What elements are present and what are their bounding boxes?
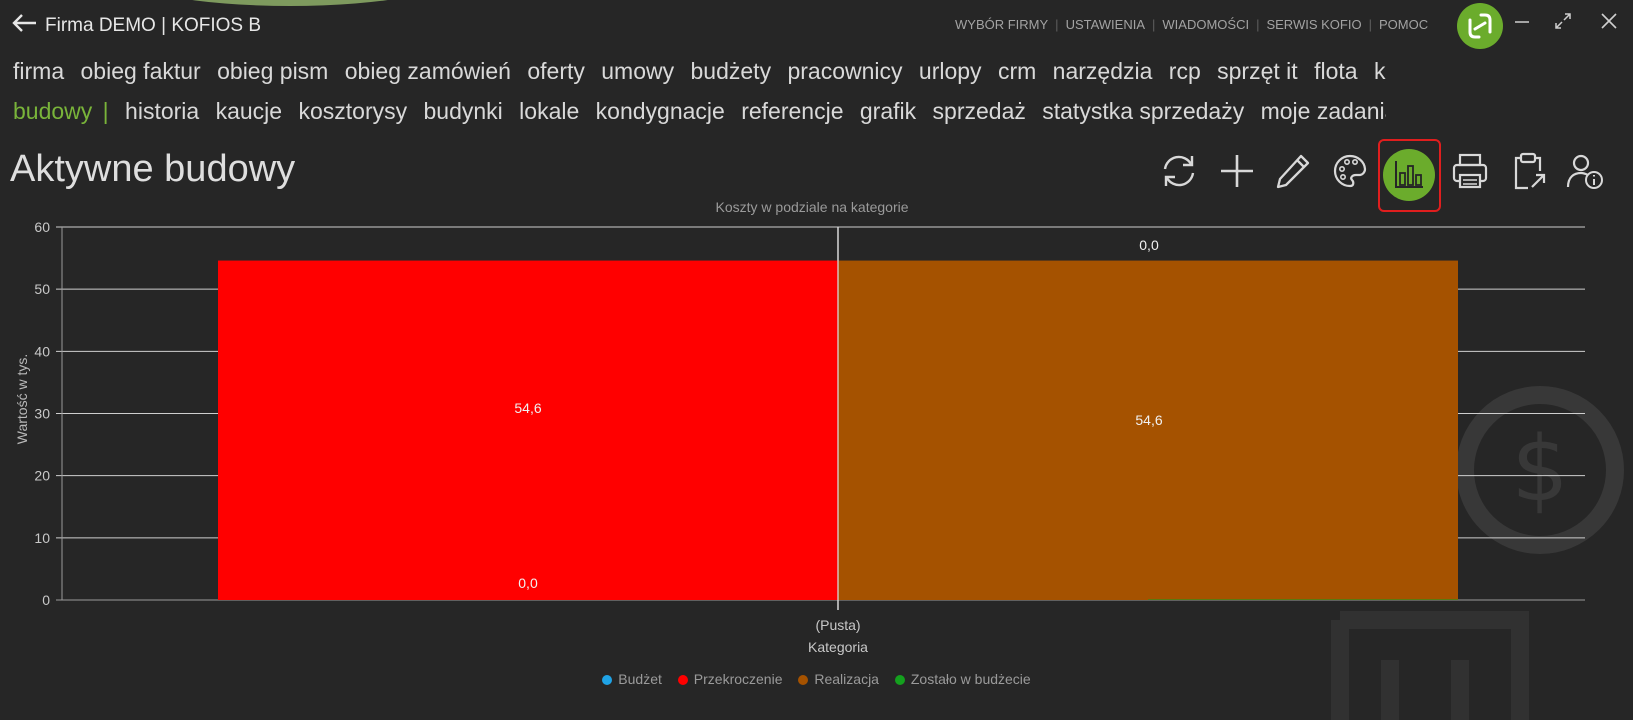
legend-dot: [894, 675, 905, 685]
submenu-item-budowy-active[interactable]: budowy: [13, 98, 93, 124]
divider: |: [1152, 17, 1156, 32]
legend-label: Realizacja: [814, 671, 879, 687]
sub-menu: budowy | historia kaucje kosztorysy budy…: [13, 98, 1386, 125]
minimize-icon[interactable]: [1511, 10, 1533, 32]
legend-item-realizacja[interactable]: Realizacja: [798, 671, 879, 687]
cost-chart: Koszty w podziale na kategorie Wartość w…: [14, 200, 1585, 655]
pencil-icon[interactable]: [1271, 149, 1315, 193]
menu-item-konfig[interactable]: konfig: [1373, 58, 1386, 84]
submenu-item-statystka-sprzedazy[interactable]: statystka sprzedaży: [1042, 98, 1245, 124]
menu-item-flota[interactable]: flota: [1314, 58, 1358, 84]
legend-dot: [602, 675, 613, 685]
data-label: 54,6: [1135, 412, 1162, 428]
app-title: Firma DEMO | KOFIOS B: [45, 15, 262, 36]
menu-item-oferty[interactable]: oferty: [527, 58, 585, 84]
chart-button-highlight: [1378, 139, 1441, 212]
y-tick-label: 0: [42, 592, 50, 608]
legend-item-przekroczenie[interactable]: Przekroczenie: [677, 671, 783, 687]
legend-dot: [798, 675, 809, 685]
y-axis-label: Wartość w tys.: [14, 354, 30, 445]
submenu-item-moje-zadania[interactable]: moje zadania: [1260, 98, 1386, 124]
y-tick-label: 60: [34, 219, 50, 235]
legend-dot: [677, 675, 688, 685]
menu-item-obieg-zamowien[interactable]: obieg zamówień: [344, 58, 511, 84]
submenu-item-kosztorysy[interactable]: kosztorysy: [298, 98, 408, 124]
divider: |: [1368, 17, 1372, 32]
chart-title: Koszty w podziale na kategorie: [716, 200, 909, 215]
bar-chart-icon: [1395, 161, 1423, 188]
top-links: WYBÓR FIRMY | USTAWIENIA | WIADOMOŚCI | …: [955, 17, 1428, 32]
kofio-logo[interactable]: [1457, 3, 1503, 49]
legend-label: Budżet: [618, 671, 662, 687]
y-tick-label: 10: [34, 530, 50, 546]
submenu-item-kaucje[interactable]: kaucje: [215, 98, 283, 124]
menu-item-pracownicy[interactable]: pracownicy: [787, 58, 903, 84]
bar-przekroczenie[interactable]: [218, 260, 838, 600]
divider: |: [1256, 17, 1260, 32]
header-decoration: [120, 0, 460, 6]
svg-text:$: $: [1511, 417, 1568, 522]
link-ustawienia[interactable]: USTAWIENIA: [1065, 17, 1146, 32]
menu-item-sprzet-it[interactable]: sprzęt it: [1217, 58, 1298, 84]
data-label: 0,0: [1139, 237, 1159, 253]
link-wybor-firmy[interactable]: WYBÓR FIRMY: [955, 17, 1049, 32]
y-tick-label: 40: [34, 343, 50, 359]
y-tick-label: 20: [34, 468, 50, 484]
data-label: 54,6: [514, 400, 541, 416]
menu-item-rcp[interactable]: rcp: [1168, 58, 1201, 84]
divider: |: [1055, 17, 1059, 32]
legend-item-budzet[interactable]: Budżet: [602, 671, 662, 687]
clipboard-export-icon[interactable]: [1506, 149, 1550, 193]
submenu-item-lokale[interactable]: lokale: [519, 98, 580, 124]
link-pomoc[interactable]: POMOC: [1378, 17, 1429, 32]
menu-item-crm[interactable]: crm: [997, 58, 1037, 84]
submenu-item-kondygnacje[interactable]: kondygnacje: [595, 98, 725, 124]
close-icon[interactable]: [1598, 10, 1620, 32]
chart-button[interactable]: [1383, 149, 1435, 201]
legend-label: Przekroczenie: [693, 671, 783, 687]
bar-zero[interactable]: [1148, 599, 1458, 601]
user-info-icon[interactable]: [1563, 149, 1607, 193]
chart-legend: Budżet Przekroczenie Realizacja Zostało …: [0, 671, 1633, 687]
menu-item-umowy[interactable]: umowy: [601, 58, 675, 84]
submenu-item-historia[interactable]: historia: [125, 98, 200, 124]
page-title: Aktywne budowy: [10, 148, 296, 190]
menu-item-budzety[interactable]: budżety: [690, 58, 772, 84]
kofio-logo-icon: [1468, 13, 1492, 39]
y-tick-label: 50: [34, 281, 50, 297]
submenu-separator: |: [102, 98, 109, 124]
printer-icon[interactable]: [1448, 149, 1492, 193]
main-menu: firma obieg faktur obieg pism obieg zamó…: [13, 58, 1386, 85]
submenu-item-budynki[interactable]: budynki: [423, 98, 503, 124]
menu-item-narzedzia[interactable]: narzędzia: [1052, 58, 1153, 84]
plus-icon[interactable]: [1215, 149, 1259, 193]
y-tick-label: 30: [34, 406, 50, 422]
menu-item-firma[interactable]: firma: [13, 58, 65, 84]
legend-item-zostalo-w-budzecie[interactable]: Zostało w budżecie: [894, 671, 1031, 687]
submenu-item-grafik[interactable]: grafik: [859, 98, 917, 124]
link-wiadomosci[interactable]: WIADOMOŚCI: [1162, 17, 1250, 32]
x-tick-label: (Pusta): [815, 617, 860, 633]
menu-item-obieg-pism[interactable]: obieg pism: [217, 58, 329, 84]
submenu-item-sprzedaz[interactable]: sprzedaż: [932, 98, 1026, 124]
menu-item-obieg-faktur[interactable]: obieg faktur: [80, 58, 201, 84]
data-label: 0,0: [518, 575, 538, 591]
legend-label: Zostało w budżecie: [910, 671, 1031, 687]
bar-realizacja[interactable]: [838, 260, 1458, 600]
palette-icon[interactable]: [1328, 149, 1372, 193]
title-bar: Firma DEMO | KOFIOS B WYBÓR FIRMY | USTA…: [0, 0, 1633, 50]
menu-item-urlopy[interactable]: urlopy: [918, 58, 982, 84]
refresh-icon[interactable]: [1157, 149, 1201, 193]
back-arrow-icon[interactable]: [10, 12, 38, 34]
submenu-item-referencje[interactable]: referencje: [741, 98, 844, 124]
x-axis-label: Kategoria: [808, 639, 868, 655]
maximize-icon[interactable]: [1552, 10, 1574, 32]
link-serwis-kofio[interactable]: SERWIS KOFIO: [1266, 17, 1362, 32]
